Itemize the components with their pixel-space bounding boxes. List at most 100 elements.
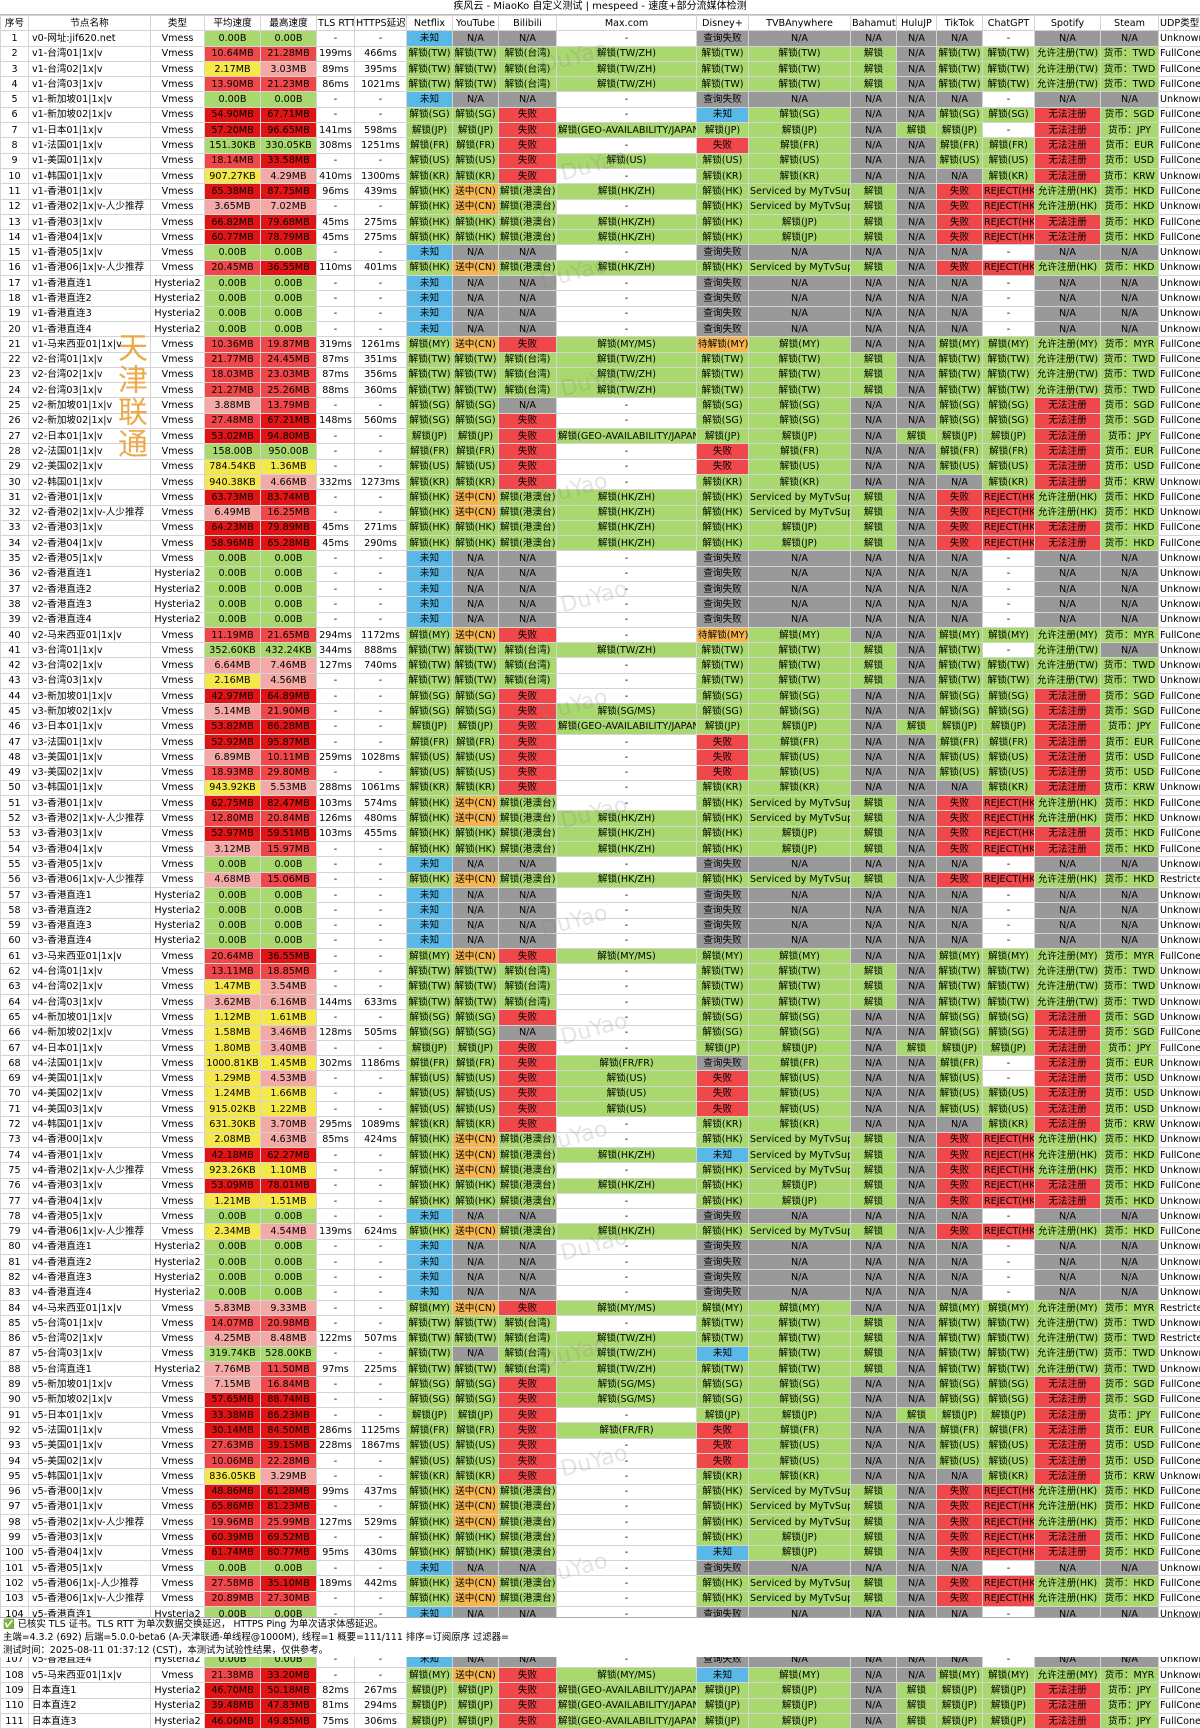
table-cell: 39.48MB [205, 1698, 261, 1713]
table-cell: 解锁(SG) [697, 1010, 749, 1025]
table-cell: Vmess [151, 964, 205, 979]
table-cell: 允许注册(HK) [1035, 811, 1101, 826]
table-cell: - [557, 291, 697, 306]
table-cell: 86ms [317, 77, 355, 92]
table-cell: 解锁(TW) [937, 1316, 983, 1331]
table-cell: 解锁(US) [983, 1086, 1035, 1101]
table-cell: 1.36MB [261, 459, 317, 474]
table-cell: Vmess [151, 184, 205, 199]
table-cell: Serviced by MyTvSuper [749, 1591, 851, 1606]
table-cell: 解锁(KR) [983, 168, 1035, 183]
table-cell: 解锁(US) [407, 1453, 453, 1468]
table-cell: N/A [897, 750, 937, 765]
table-cell: REJECT(HK) [983, 1484, 1035, 1499]
table-cell: - [355, 1591, 407, 1606]
node-name-cell: v2-香港直连2 [29, 581, 151, 596]
table-cell: - [983, 321, 1035, 336]
table-cell: 528.00KB [261, 1346, 317, 1361]
table-cell: 解锁(TW) [697, 77, 749, 92]
table-cell: - [557, 245, 697, 260]
table-cell: 86 [1, 1331, 29, 1346]
table-cell: 解锁(HK) [407, 1163, 453, 1178]
table-cell: 无法注册 [1035, 1545, 1101, 1560]
table-cell: 解锁(HK) [407, 796, 453, 811]
table-cell: 解锁(HK) [697, 1484, 749, 1499]
table-cell: N/A [851, 123, 897, 138]
table-cell: N/A [499, 551, 557, 566]
table-cell: 解锁(TW) [453, 1331, 499, 1346]
table-cell: 货币：USD [1101, 1071, 1159, 1086]
table-cell: - [317, 1668, 355, 1683]
table-cell: N/A [749, 566, 851, 581]
table-cell: N/A [499, 398, 557, 413]
table-cell: 45ms [317, 214, 355, 229]
table-cell: 解锁(JP) [937, 1713, 983, 1728]
table-cell: - [355, 949, 407, 964]
node-name-cell: v5-韩国01|1x|v [29, 1469, 151, 1484]
table-cell: 9.33MB [261, 1300, 317, 1315]
table-cell: 53 [1, 826, 29, 841]
table-cell: 64 [1, 995, 29, 1010]
table-cell: Vmess [151, 1102, 205, 1117]
table-cell: - [355, 551, 407, 566]
table-cell: 784.54KB [205, 459, 261, 474]
footer-backend-info: 主端=4.3.2 (692) 后端=5.0.0-beta6 (A-天津联通-单线… [3, 1631, 1200, 1644]
node-name-cell: v1-日本01|1x|v [29, 123, 151, 138]
table-cell: - [317, 1040, 355, 1055]
table-cell: - [557, 995, 697, 1010]
table-cell: N/A [851, 1102, 897, 1117]
node-name-cell: v4-香港02|1x|v-人少推荐 [29, 1163, 151, 1178]
table-cell: Unknown [1159, 276, 1200, 291]
table-cell: Vmess [151, 689, 205, 704]
table-cell: 货币：HKD [1101, 520, 1159, 535]
table-cell: - [983, 857, 1035, 872]
table-cell: N/A [897, 214, 937, 229]
table-cell: 6.64MB [205, 658, 261, 673]
table-cell: 21.23MB [261, 77, 317, 92]
table-cell: 0.00B [205, 857, 261, 872]
table-cell: N/A [897, 1591, 937, 1606]
table-cell: 解锁(TW) [697, 964, 749, 979]
table-cell: 68 [1, 1056, 29, 1071]
table-cell: 解锁(MY) [407, 1300, 453, 1315]
table-cell: - [355, 734, 407, 749]
table-cell: 解锁(HK) [697, 1163, 749, 1178]
table-cell: - [355, 1499, 407, 1514]
table-cell: 送中(CN) [453, 796, 499, 811]
table-cell: N/A [749, 306, 851, 321]
table-cell: 解锁 [851, 658, 897, 673]
table-cell: 0.00B [261, 31, 317, 46]
table-cell: N/A [1101, 92, 1159, 107]
table-cell: - [355, 1163, 407, 1178]
table-cell: Vmess [151, 107, 205, 122]
table-cell: 3.12MB [205, 842, 261, 857]
table-cell: 解锁(HK/ZH) [557, 1147, 697, 1162]
table-cell: 货币：HKD [1101, 1530, 1159, 1545]
node-name-cell: v3-香港03|1x|v [29, 826, 151, 841]
table-cell: 失败 [499, 1392, 557, 1407]
table-cell: 解锁(HK) [697, 811, 749, 826]
table-cell: N/A [499, 276, 557, 291]
table-cell: N/A [851, 1086, 897, 1101]
table-cell: Vmess [151, 1316, 205, 1331]
table-cell: 0.00B [205, 612, 261, 627]
table-cell: 解锁(KR) [697, 1469, 749, 1484]
table-cell: N/A [749, 857, 851, 872]
table-cell: N/A [897, 1178, 937, 1193]
table-cell: - [317, 964, 355, 979]
table-cell: 解锁(HK) [407, 811, 453, 826]
table-cell: 失败 [937, 1224, 983, 1239]
table-cell: N/A [897, 230, 937, 245]
